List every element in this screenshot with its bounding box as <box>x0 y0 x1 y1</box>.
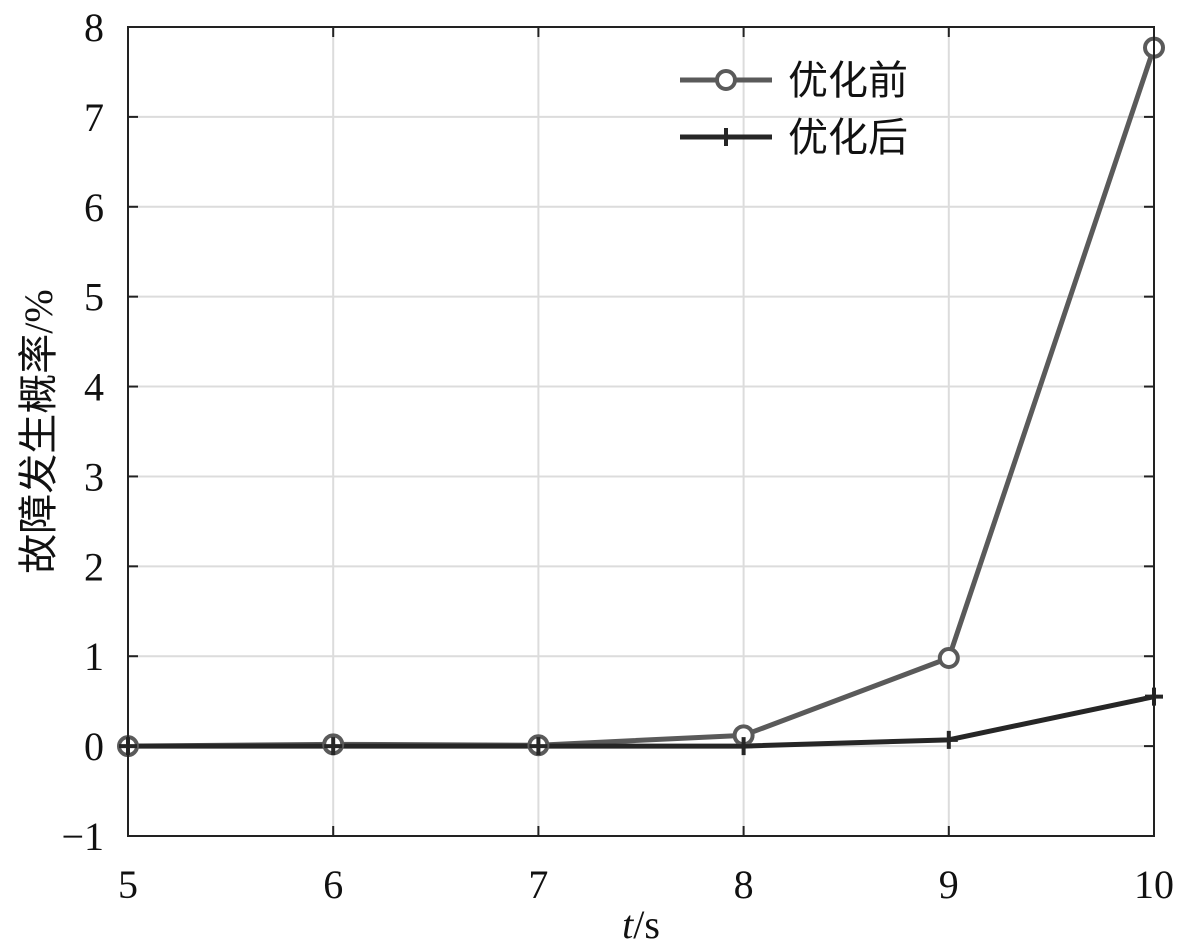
legend-label-before: 优化前 <box>788 58 908 104</box>
legend-item-after: 优化后 <box>680 115 908 161</box>
x-axis-label-variable: t <box>622 902 634 947</box>
data-point-circle <box>937 647 960 670</box>
data-point-plus <box>324 737 343 756</box>
x-axis-label-unit: /s <box>633 902 660 947</box>
legend: 优化前 优化后 <box>680 58 908 161</box>
x-tick-labels: 5 6 7 8 9 10 <box>118 862 1174 907</box>
series-line-1 <box>127 46 1157 749</box>
grid <box>127 26 1155 837</box>
legend-item-before: 优化前 <box>680 58 908 104</box>
plot-area-frame <box>127 26 1155 837</box>
x-tick-label: 9 <box>939 862 959 907</box>
y-tick-label: 7 <box>84 95 104 140</box>
x-tick-label: 5 <box>118 862 138 907</box>
x-tick-label: 8 <box>734 862 754 907</box>
data-point-plus <box>939 730 958 749</box>
y-tick-label: −1 <box>61 814 104 859</box>
data-point-plus <box>529 737 548 756</box>
y-tick-label: 5 <box>84 275 104 320</box>
series-line-2 <box>128 694 1155 749</box>
y-tick-label: 8 <box>84 5 104 50</box>
x-tick-label: 10 <box>1134 862 1174 907</box>
y-tick-label: 0 <box>84 724 104 769</box>
y-tick-label: 1 <box>84 634 104 679</box>
y-tick-label: 3 <box>84 454 104 499</box>
legend-plus-marker <box>717 128 735 146</box>
y-tick-labels: −1 0 1 2 3 4 5 6 7 8 <box>61 5 104 859</box>
y-tick-label: 6 <box>84 185 104 230</box>
series-lines <box>117 36 1165 758</box>
y-tick-label: 4 <box>84 365 104 410</box>
data-point-plus <box>734 737 753 756</box>
x-tick-label: 6 <box>323 862 343 907</box>
legend-label-after: 优化后 <box>788 115 908 161</box>
legend-circle-marker <box>715 69 737 91</box>
x-axis-label: t/s <box>622 902 660 947</box>
x-tick-label: 7 <box>528 862 548 907</box>
y-tick-label: 2 <box>84 544 104 589</box>
axis-ticks <box>127 26 1155 837</box>
y-axis-label: 故障发生概率/% <box>16 289 61 573</box>
